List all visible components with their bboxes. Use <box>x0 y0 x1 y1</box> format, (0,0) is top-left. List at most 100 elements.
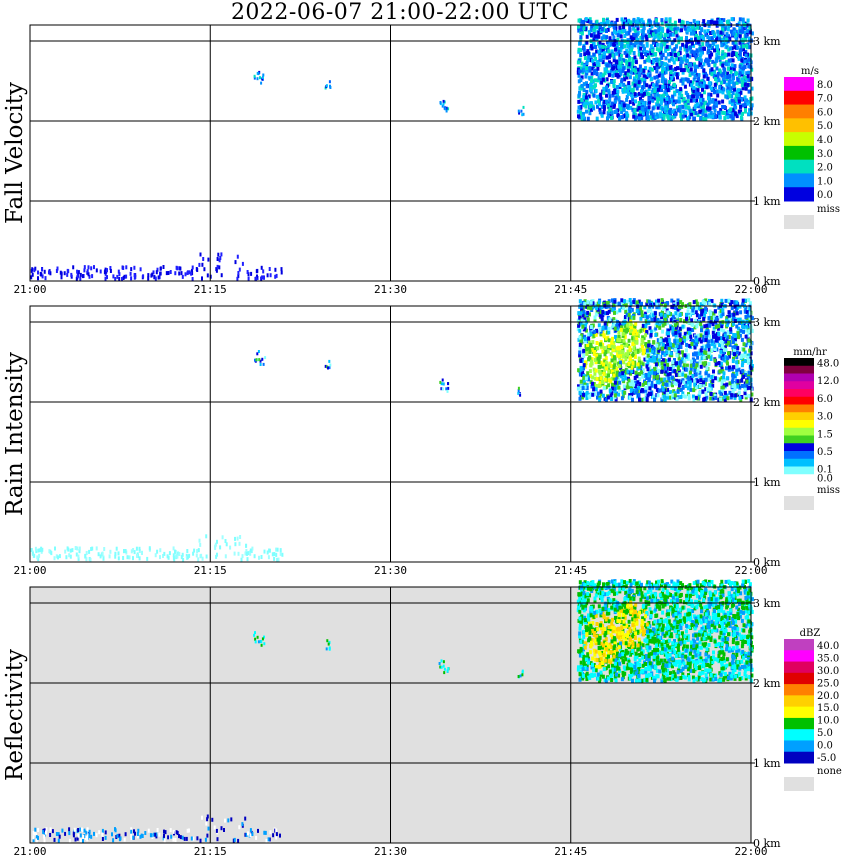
echo-cell <box>169 270 172 274</box>
echo-cell <box>172 553 175 558</box>
echo-cell <box>617 64 621 69</box>
echo-cell <box>734 384 737 388</box>
echo-cell <box>592 93 596 98</box>
echo-cell <box>159 555 161 560</box>
echo-cell <box>260 555 263 559</box>
echo-cell <box>638 397 641 402</box>
echo-cell <box>521 113 524 117</box>
echo-cell <box>745 310 749 315</box>
echo-cell <box>620 339 624 344</box>
echo-cell <box>116 274 119 279</box>
echo-cell <box>581 386 585 391</box>
echo-cell <box>637 310 641 315</box>
colorbar-swatch <box>784 145 814 161</box>
echo-cell <box>739 328 743 333</box>
echo-cell <box>632 78 636 83</box>
echo-cell <box>676 108 680 113</box>
echo-cell <box>740 58 744 63</box>
echo-cell <box>663 345 667 350</box>
colorbar-label: 6.0 <box>817 107 833 118</box>
echo-cell <box>95 546 98 551</box>
echo-cell <box>109 269 112 273</box>
echo-cell <box>646 72 650 77</box>
echo-cell <box>650 49 654 53</box>
echo-cell <box>594 384 598 388</box>
echo-cell <box>741 77 744 82</box>
echo-cell <box>597 323 601 328</box>
echo-cell <box>725 60 729 65</box>
echo-cell <box>626 41 629 46</box>
echo-cell <box>624 357 628 362</box>
echo-cell <box>604 385 608 390</box>
echo-cell <box>702 116 706 121</box>
echo-cell <box>237 274 240 279</box>
echo-cell <box>657 368 660 373</box>
echo-cell <box>715 66 719 71</box>
echo-cell <box>682 77 686 82</box>
echo-cell <box>693 382 697 387</box>
echo-cell <box>625 342 629 347</box>
echo-cell <box>692 98 696 103</box>
echo-cell <box>739 310 743 315</box>
echo-cell <box>647 92 651 97</box>
echo-cell <box>731 340 735 345</box>
echo-cell <box>691 94 695 99</box>
echo-cell <box>661 307 665 311</box>
echo-cell <box>704 306 708 311</box>
echo-cell <box>713 332 717 337</box>
echo-cell <box>591 299 595 304</box>
echo-cell <box>676 389 680 394</box>
echo-cell <box>584 360 587 365</box>
echo-cell <box>715 20 719 25</box>
echo-cell <box>577 79 581 84</box>
echo-cell <box>628 100 632 105</box>
echo-cell <box>654 34 658 39</box>
echo-cell <box>621 68 625 73</box>
echo-cell <box>692 300 696 305</box>
echo-cell <box>593 350 596 354</box>
echo-cell <box>629 371 632 376</box>
echo-cell <box>688 343 692 348</box>
echo-cell <box>742 329 745 334</box>
echo-cell <box>735 311 739 316</box>
echo-cell <box>730 379 734 384</box>
echo-cell <box>724 355 728 360</box>
echo-cell <box>637 83 641 88</box>
echo-cell <box>735 371 739 376</box>
echo-cell <box>152 270 155 275</box>
echo-cell <box>651 40 655 45</box>
echo-cell <box>611 336 614 341</box>
echo-cell <box>192 551 195 556</box>
echo-cell <box>664 17 668 22</box>
colorbar-swatch <box>784 373 814 382</box>
echo-cell <box>599 672 603 677</box>
echo-cell <box>748 311 752 316</box>
echo-cell <box>689 112 693 116</box>
echo-cell <box>730 17 734 22</box>
echo-cell <box>600 27 604 31</box>
echo-cell <box>673 38 677 43</box>
echo-cell <box>740 378 744 383</box>
echo-cell <box>750 364 754 368</box>
echo-cell <box>594 347 598 351</box>
echo-cell <box>653 75 657 80</box>
echo-cell <box>663 90 667 95</box>
echo-cell <box>246 557 249 562</box>
colorbar-label: 6.0 <box>817 394 833 405</box>
colorbar-swatch <box>784 451 814 460</box>
echo-cell <box>612 58 616 63</box>
echo-cell <box>744 30 747 35</box>
echo-cell <box>692 116 696 121</box>
echo-cell <box>626 44 630 49</box>
echo-cell <box>696 39 700 44</box>
echo-cell <box>725 366 728 371</box>
echo-cell <box>704 344 708 349</box>
echo-cell <box>597 300 601 304</box>
echo-cell <box>579 359 583 363</box>
echo-cell <box>686 334 690 339</box>
echo-cell <box>675 353 679 358</box>
echo-cell <box>224 554 227 559</box>
echo-cell <box>616 92 619 96</box>
echo-cell <box>186 549 189 553</box>
echo-cell <box>750 329 754 333</box>
